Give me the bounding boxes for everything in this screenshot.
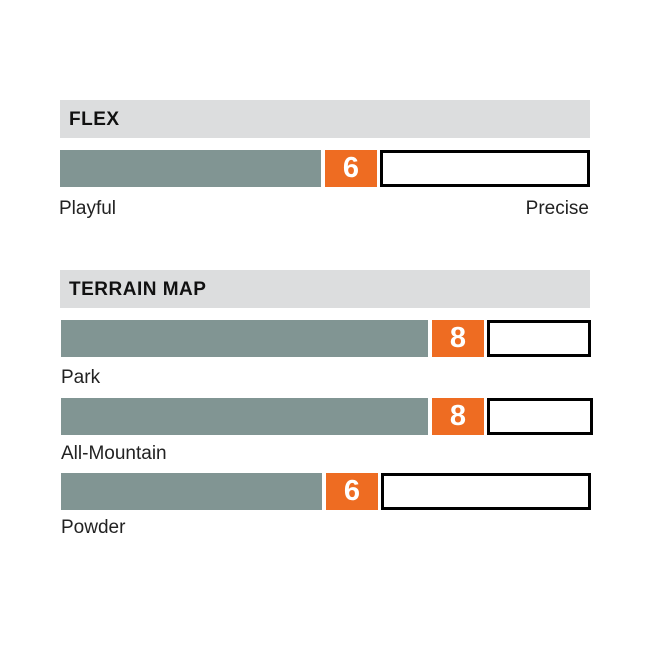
park-label: Park <box>61 367 101 388</box>
park-bar: 8 <box>61 320 591 357</box>
bar-fill <box>61 473 322 510</box>
terrain-header: TERRAIN MAP <box>60 270 590 308</box>
powder-label: Powder <box>61 517 126 538</box>
all-mountain-label: All-Mountain <box>61 443 167 464</box>
powder-bar: 6 <box>61 473 591 510</box>
bar-fill <box>61 320 428 357</box>
bar-value-label: 8 <box>432 398 484 435</box>
flex-bar: 6 <box>60 150 590 187</box>
flex-title: FLEX <box>69 109 120 130</box>
bar-remainder <box>380 150 590 187</box>
bar-remainder <box>487 320 591 357</box>
flex-left-label: Playful <box>59 198 117 219</box>
bar-remainder <box>487 398 593 435</box>
flex-header: FLEX <box>60 100 590 138</box>
bar-fill <box>61 398 428 435</box>
bar-value-label: 6 <box>325 150 377 187</box>
bar-remainder <box>381 473 591 510</box>
all-mountain-bar: 8 <box>61 398 593 435</box>
bar-value-label: 6 <box>326 473 378 510</box>
terrain-title: TERRAIN MAP <box>69 279 207 300</box>
bar-fill <box>60 150 321 187</box>
flex-right-label: Precise <box>525 198 589 219</box>
bar-value-label: 8 <box>432 320 484 357</box>
